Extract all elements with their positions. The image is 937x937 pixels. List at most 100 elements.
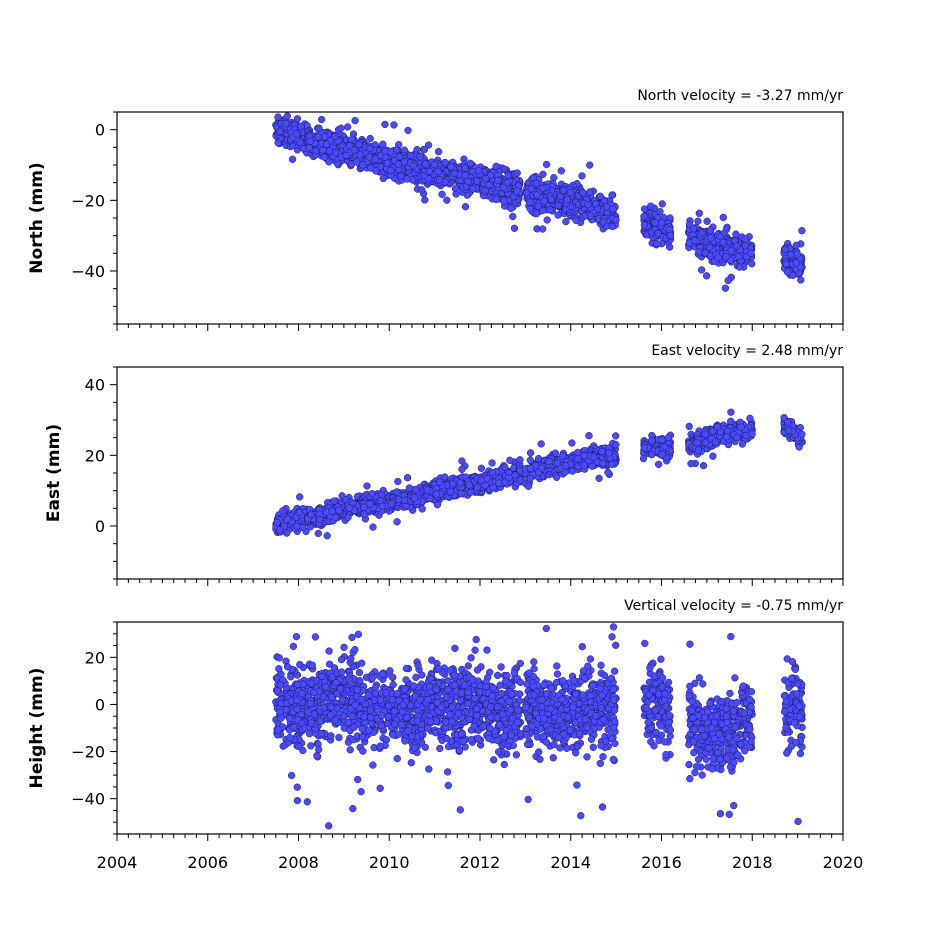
north-point	[435, 176, 444, 184]
north-point	[500, 197, 508, 205]
east-point	[418, 505, 426, 513]
east-point	[658, 436, 666, 444]
east-point	[699, 461, 708, 470]
north-point	[283, 112, 291, 120]
north-point	[322, 140, 331, 148]
east-point	[553, 473, 561, 481]
north-point	[434, 167, 442, 176]
north-point	[526, 205, 534, 213]
east-point	[316, 515, 324, 524]
north-point	[351, 116, 359, 125]
east-y-tick-label: 40	[85, 376, 105, 395]
north-point	[727, 247, 736, 255]
east-point	[664, 434, 672, 442]
north-point	[578, 172, 586, 180]
east-point	[432, 490, 440, 498]
east-point	[580, 452, 588, 460]
north-point	[559, 186, 568, 195]
east-point	[573, 448, 582, 457]
east-panel-title: East velocity = 2.48 mm/yr	[651, 343, 843, 359]
north-point	[403, 175, 411, 183]
north-point	[579, 189, 587, 197]
north-point	[379, 174, 387, 183]
north-point	[376, 162, 385, 171]
north-point	[475, 166, 483, 175]
north-point	[344, 123, 352, 131]
north-point	[741, 242, 750, 250]
north-point	[482, 174, 490, 183]
north-point	[714, 253, 722, 261]
north-point	[406, 151, 415, 160]
east-point	[457, 490, 465, 498]
east-point	[545, 457, 553, 466]
north-ticks: 0−20−40	[71, 111, 844, 331]
north-point	[719, 213, 727, 222]
north-point	[705, 243, 714, 252]
north-point	[542, 160, 551, 169]
north-point	[492, 195, 500, 204]
north-point	[540, 197, 548, 205]
north-point	[596, 192, 604, 200]
north-axis-label: North (mm)	[27, 162, 47, 273]
east-point	[387, 500, 395, 508]
east-point	[505, 473, 513, 482]
north-point	[640, 212, 648, 221]
north-point	[468, 167, 477, 176]
east-point	[537, 440, 545, 448]
north-point	[492, 162, 500, 170]
east-point	[558, 452, 567, 460]
east-point	[295, 508, 304, 516]
north-point	[356, 151, 364, 159]
north-point	[527, 185, 535, 193]
north-point	[724, 276, 732, 285]
east-point	[426, 494, 434, 503]
north-point	[507, 204, 515, 213]
east-point	[368, 490, 376, 498]
east-point	[296, 493, 304, 501]
north-point	[797, 276, 805, 284]
north-point	[342, 151, 350, 160]
north-point	[691, 236, 699, 245]
north-point	[434, 148, 443, 156]
north-point	[443, 196, 451, 204]
north-point	[358, 161, 367, 169]
north-point	[288, 155, 297, 163]
east-point	[323, 532, 331, 540]
east-point	[524, 482, 533, 490]
east-point	[595, 474, 603, 482]
east-point	[412, 485, 420, 494]
north-point	[586, 161, 594, 169]
north-point	[554, 201, 563, 210]
east-point	[551, 449, 560, 457]
north-y-tick-label: −40	[71, 262, 105, 281]
east-point	[604, 468, 612, 477]
east-point	[580, 461, 588, 469]
north-point	[305, 144, 313, 152]
east-point	[403, 474, 412, 482]
north-point	[557, 167, 565, 175]
north-point	[274, 113, 282, 121]
east-point	[458, 457, 466, 465]
north-point	[447, 163, 455, 171]
east-point	[473, 483, 482, 491]
east-point	[307, 510, 315, 519]
north-point	[325, 147, 334, 155]
north-point	[466, 159, 474, 167]
north-point	[379, 140, 387, 148]
north-point	[798, 227, 806, 235]
north-point	[741, 235, 749, 243]
east-point	[516, 456, 524, 464]
east-point	[574, 454, 582, 463]
north-point	[509, 212, 517, 221]
east-point	[612, 432, 620, 440]
north-point	[387, 148, 395, 156]
north-point	[450, 169, 458, 178]
north-point	[695, 248, 703, 256]
east-point	[410, 494, 419, 502]
north-point	[658, 219, 666, 227]
east-point	[506, 456, 514, 464]
north-point	[397, 172, 405, 180]
north-point	[381, 120, 389, 129]
north-point	[452, 184, 460, 192]
east-point	[376, 496, 385, 505]
